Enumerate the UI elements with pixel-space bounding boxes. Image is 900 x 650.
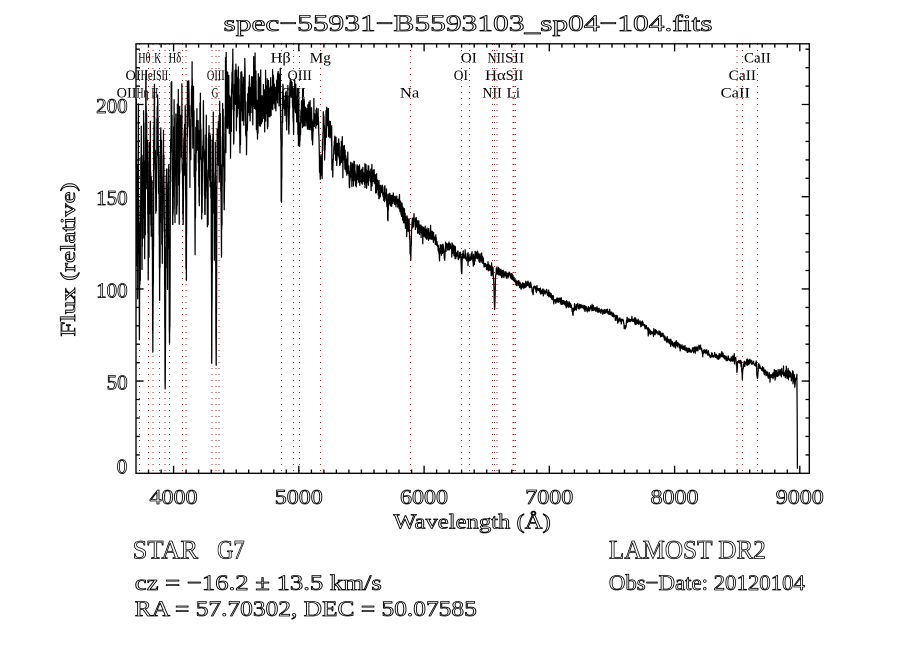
svg-text:SII: SII: [506, 68, 524, 84]
svg-text:100: 100: [96, 278, 128, 302]
svg-text:OIII: OIII: [288, 68, 313, 84]
svg-text:RA = 57.70302, DEC = 50.0758: RA = 57.70302, DEC = 50.07585: [135, 596, 477, 621]
svg-text:NII: NII: [488, 51, 506, 67]
svg-text:OI: OI: [461, 51, 477, 67]
svg-text:OII: OII: [117, 85, 137, 101]
svg-text:G: G: [212, 85, 219, 101]
svg-text:Li: Li: [507, 85, 520, 101]
svg-text:Na: Na: [400, 85, 420, 101]
svg-text:Hθ: Hθ: [138, 51, 150, 67]
svg-text:OIII: OIII: [207, 68, 225, 84]
svg-text:5000: 5000: [275, 485, 323, 509]
svg-text:8000: 8000: [651, 485, 699, 509]
svg-text:SII: SII: [156, 68, 168, 84]
svg-text:CaII: CaII: [744, 51, 771, 67]
svg-text:SII: SII: [505, 51, 524, 67]
svg-text:7000: 7000: [525, 485, 573, 509]
svg-text:OI: OI: [126, 68, 141, 84]
svg-text:K: K: [154, 51, 161, 67]
svg-text:Hβ: Hβ: [271, 51, 291, 67]
svg-text:Wavelength (Å): Wavelength (Å): [393, 510, 551, 534]
svg-text:NII: NII: [483, 85, 502, 101]
svg-text:200: 200: [96, 94, 128, 118]
svg-text:CaII: CaII: [721, 85, 750, 101]
svg-text:Hα: Hα: [485, 68, 506, 84]
svg-text:CaII: CaII: [729, 68, 756, 84]
svg-text:Obs−Date: 20120104: Obs−Date: 20120104: [609, 570, 805, 595]
svg-text:G7: G7: [217, 535, 245, 564]
svg-text:Mg: Mg: [310, 51, 331, 67]
svg-text:OI: OI: [454, 68, 468, 84]
svg-text:0: 0: [117, 455, 128, 479]
svg-text:spec−55931−B5593103_sp04−104.f: spec−55931−B5593103_sp04−104.fits: [224, 11, 713, 37]
svg-text:9000: 9000: [776, 485, 824, 509]
svg-text:LAMOST DR2: LAMOST DR2: [609, 535, 766, 564]
svg-text:4000: 4000: [150, 485, 198, 509]
svg-text:STAR: STAR: [133, 535, 199, 564]
svg-text:Hη: Hη: [137, 85, 149, 101]
svg-text:H: H: [151, 85, 158, 101]
svg-text:HeI: HeI: [141, 68, 157, 84]
svg-text:50: 50: [107, 371, 128, 395]
svg-text:OIII: OIII: [281, 85, 306, 101]
svg-text:150: 150: [96, 186, 128, 210]
svg-text:cz = −16.2 ± 13.5 km/s: cz = −16.2 ± 13.5 km/s: [135, 570, 382, 595]
svg-text:Hδ: Hδ: [169, 51, 182, 67]
svg-text:Flux (relative): Flux (relative): [56, 183, 80, 337]
svg-text:6000: 6000: [400, 485, 448, 509]
